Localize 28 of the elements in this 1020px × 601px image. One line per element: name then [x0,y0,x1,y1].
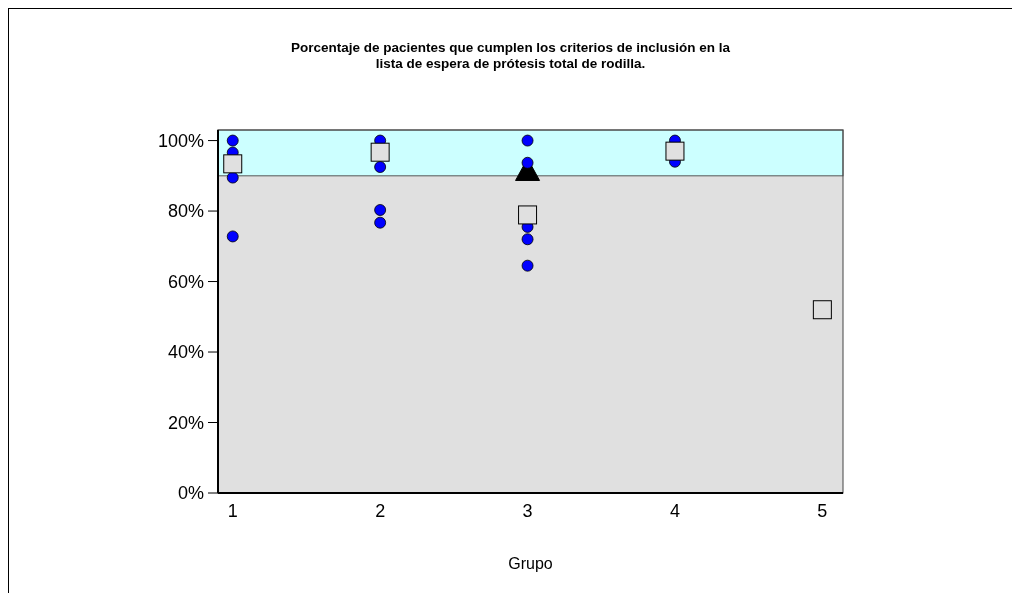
point [374,161,387,173]
x-tick-label: 3 [522,501,533,521]
point [374,216,387,229]
x-tick-label: 4 [669,501,680,521]
y-tick-label: 100% [157,130,204,151]
point [521,233,534,246]
x-tick-label: 2 [375,501,386,521]
chart-title: Porcentaje de pacientes que cumplen los criterios de inclusión en la lista de espera de prótesis total de rodilla. [291,40,731,71]
y-tick-label: 40% [167,342,204,363]
y-tick-label: 20% [167,412,204,433]
point [370,142,390,162]
point [812,300,832,320]
point [518,205,538,225]
point [374,204,387,216]
point [521,134,534,147]
point [226,230,239,243]
point [665,141,685,161]
y-tick-label: 0% [177,483,204,504]
point [226,171,239,184]
point [223,154,243,174]
y-tick-label: 80% [167,201,204,222]
x-tick-label: 5 [817,501,828,521]
x-tick-label: 1 [227,501,238,521]
point [226,134,239,147]
point [521,259,534,272]
point [521,156,534,169]
x-axis-title: Grupo [508,555,553,572]
y-tick-label: 60% [167,271,204,292]
